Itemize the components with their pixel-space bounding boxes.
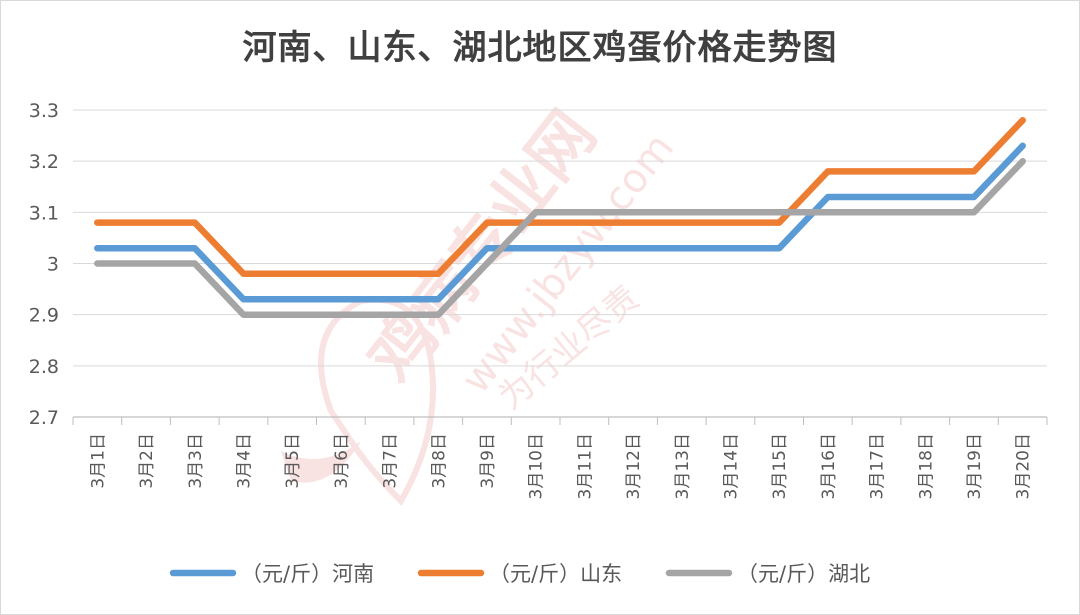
x-tick-label: 3月2日 — [137, 433, 157, 489]
series-line-1 — [94, 116, 1026, 277]
y-tick-label: 3.1 — [29, 202, 59, 224]
x-tick-label: 3月17日 — [868, 433, 888, 499]
legend-label-1: （元/斤）山东 — [489, 562, 622, 586]
x-tick-label: 3月3日 — [186, 433, 206, 489]
x-axis-ticks: 3月1日 3月2日 3月3日 3月4日 3月5日 3月6日 3月7日 3月8日 3月9日 3月10… — [88, 433, 1033, 499]
x-tick-label: 3月14日 — [721, 433, 741, 499]
y-axis-ticks: 2.7 2.8 2.9 3 3.1 3.2 3.3 — [29, 100, 59, 429]
y-tick-label: 3.3 — [29, 100, 59, 122]
x-tick-label: 3月11日 — [575, 433, 595, 499]
x-tick-label: 3月12日 — [624, 433, 644, 499]
x-tick-label: 3月18日 — [916, 433, 936, 499]
x-tick-label: 3月19日 — [965, 433, 985, 499]
series-line-2 — [94, 157, 1026, 318]
series-line-0 — [94, 142, 1026, 303]
x-tick-label: 3月5日 — [283, 433, 303, 489]
y-tick-label: 2.8 — [29, 356, 59, 378]
x-tick-label: 3月9日 — [478, 433, 498, 489]
x-tick-label: 3月16日 — [819, 433, 839, 499]
x-tick-label: 3月1日 — [88, 433, 108, 489]
x-tick-label: 3月20日 — [1014, 433, 1034, 499]
y-tick-label: 3 — [47, 254, 59, 276]
chart-title: 河南、山东、湖北地区鸡蛋价格走势图 — [243, 28, 838, 68]
legend-label-0: （元/斤）河南 — [241, 562, 374, 586]
y-tick-label: 2.7 — [29, 407, 59, 429]
axes — [72, 416, 1048, 425]
x-tick-label: 3月10日 — [527, 433, 547, 499]
x-tick-label: 3月13日 — [673, 433, 693, 499]
x-tick-label: 3月7日 — [381, 433, 401, 489]
y-tick-label: 2.9 — [29, 305, 59, 327]
watermark-logo-icon — [318, 296, 436, 506]
legend-label-2: （元/斤）湖北 — [737, 562, 870, 586]
y-tick-label: 3.2 — [29, 151, 59, 173]
series-lines — [94, 116, 1026, 318]
legend: （元/斤）河南 （元/斤）山东 （元/斤）湖北 — [169, 562, 870, 586]
x-tick-label: 3月4日 — [234, 433, 254, 489]
x-tick-label: 3月15日 — [770, 433, 790, 499]
x-tick-label: 3月6日 — [332, 433, 352, 489]
x-tick-label: 3月8日 — [429, 433, 449, 489]
watermark-flame-icon — [281, 441, 361, 483]
